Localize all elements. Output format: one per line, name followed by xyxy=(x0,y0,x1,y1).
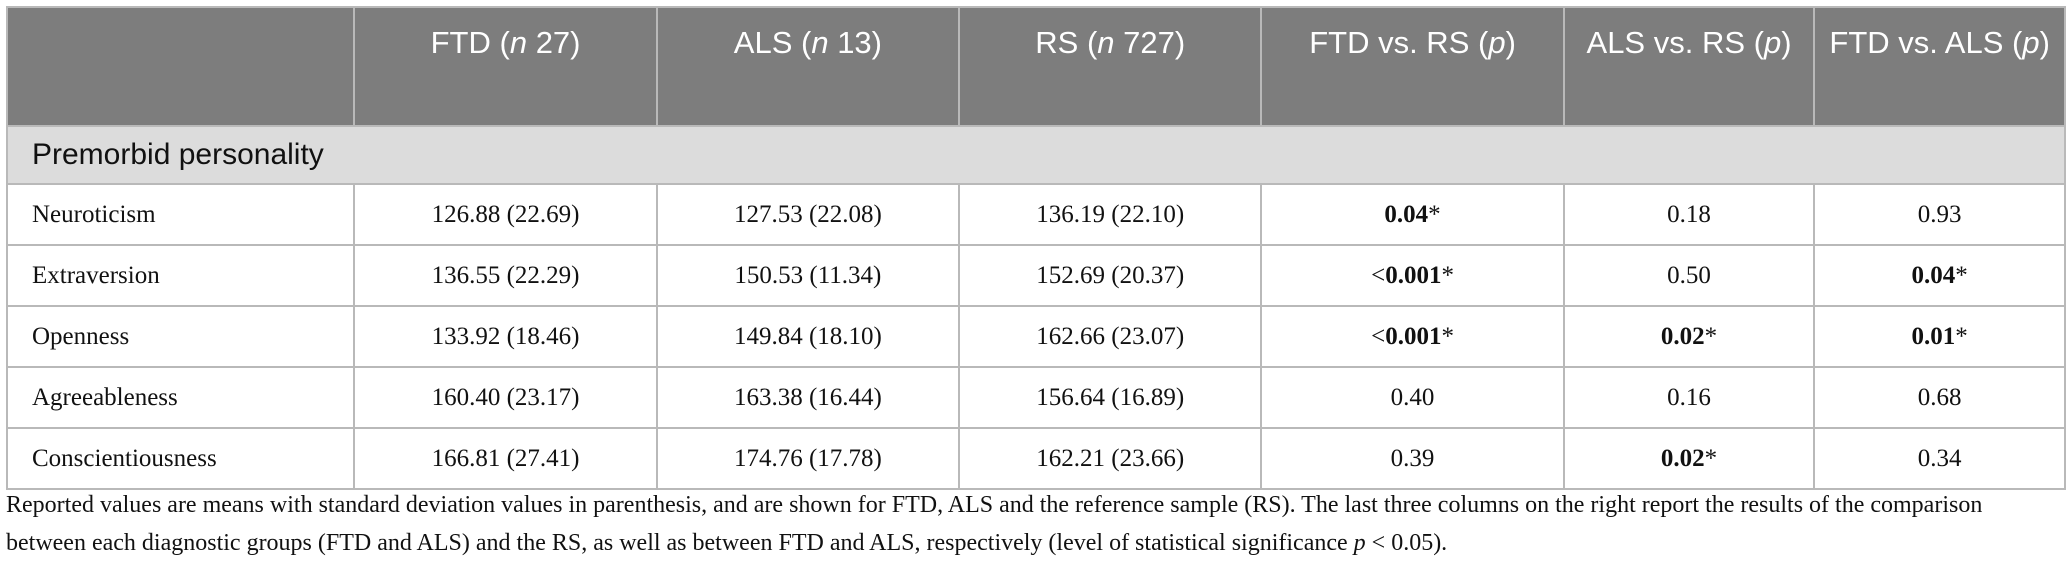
table-row: Agreeableness 160.40 (23.17) 163.38 (16.44… xyxy=(5,366,2066,429)
table-cell: 0.18 xyxy=(1562,183,1816,246)
row-label: Extraversion xyxy=(5,244,356,307)
cell-significant-value: 0.01 xyxy=(1911,322,1956,350)
cell-value: * xyxy=(1441,322,1454,350)
header-row: FTD (n 27) ALS (n 13) RS (n 727) FTD vs.… xyxy=(5,6,2066,127)
cell-value: * xyxy=(1428,200,1441,228)
table-cell: 0.02* xyxy=(1562,305,1816,368)
row-label: Agreeableness xyxy=(5,366,356,429)
table-cell: 0.93 xyxy=(1813,183,2066,246)
cell-value: 136.55 (22.29) xyxy=(431,261,580,289)
header-cell-ftd-vs-rs: FTD vs. RS (p) xyxy=(1260,6,1565,127)
table-row: Extraversion 136.55 (22.29) 150.53 (11.34)… xyxy=(5,244,2066,307)
table-cell: 150.53 (11.34) xyxy=(655,244,961,307)
cell-value: 162.66 (23.07) xyxy=(1036,322,1185,350)
cell-value: * xyxy=(1704,322,1718,350)
table-cell: 127.53 (22.08) xyxy=(655,183,961,246)
cell-value: * xyxy=(1955,322,1968,350)
cell-value: 0.16 xyxy=(1667,383,1711,411)
cell-value: * xyxy=(1955,261,1968,289)
table-cell: 163.38 (16.44) xyxy=(655,366,961,429)
table-cell: 166.81 (27.41) xyxy=(353,427,658,490)
header-cell-als: ALS (n 13) xyxy=(655,6,961,127)
table-cell: 160.40 (23.17) xyxy=(353,366,658,429)
table-cell: 0.34 xyxy=(1813,427,2066,490)
table-cell: 136.19 (22.10) xyxy=(958,183,1263,246)
cell-value: 156.64 (16.89) xyxy=(1036,383,1185,411)
table-body: Premorbid personality Neuroticism 126.88 … xyxy=(5,125,2066,490)
table-cell: 174.76 (17.78) xyxy=(655,427,961,490)
table-cell: 126.88 (22.69) xyxy=(353,183,658,246)
table-cell: 0.01* xyxy=(1813,305,2066,368)
cell-value: 0.40 xyxy=(1390,383,1435,411)
row-label: Openness xyxy=(5,305,356,368)
cell-value: 174.76 (17.78) xyxy=(733,444,882,472)
cell-value: 133.92 (18.46) xyxy=(431,322,580,350)
table-row: Neuroticism 126.88 (22.69) 127.53 (22.08) 1… xyxy=(5,183,2066,246)
table-cell: 149.84 (18.10) xyxy=(655,305,961,368)
table-cell: 0.04* xyxy=(1260,183,1565,246)
table-row: Openness 133.92 (18.46) 149.84 (18.10) 162.… xyxy=(5,305,2066,368)
cell-value: 152.69 (20.37) xyxy=(1036,261,1185,289)
cell-prefix: < xyxy=(1371,261,1386,289)
table-row: Conscientiousness 166.81 (27.41) 174.76 (1… xyxy=(5,427,2066,490)
header-cell-empty xyxy=(5,6,356,127)
cell-significant-value: 0.001 xyxy=(1385,322,1442,350)
cell-significant-value: 0.04 xyxy=(1384,200,1429,228)
cell-significant-value: 0.04 xyxy=(1911,261,1956,289)
header-cell-als-vs-rs: ALS vs. RS (p) xyxy=(1562,6,1816,127)
table-cell: 0.68 xyxy=(1813,366,2066,429)
section-label: Premorbid personality xyxy=(6,125,2066,185)
personality-comparison-table: FTD (n 27) ALS (n 13) RS (n 727) FTD vs.… xyxy=(5,6,2066,490)
cell-value: 126.88 (22.69) xyxy=(431,200,580,228)
table-cell: <0.001* xyxy=(1260,244,1565,307)
cell-value: * xyxy=(1441,261,1454,289)
table-cell: 0.50 xyxy=(1562,244,1816,307)
cell-value: 0.39 xyxy=(1390,444,1435,472)
cell-value: 150.53 (11.34) xyxy=(734,261,882,289)
table-cell: 0.39 xyxy=(1260,427,1565,490)
cell-value: 127.53 (22.08) xyxy=(733,200,882,228)
header-cell-rs: RS (n 727) xyxy=(958,6,1263,127)
table-cell: 136.55 (22.29) xyxy=(353,244,658,307)
table-cell: 0.16 xyxy=(1562,366,1816,429)
table-cell: 162.66 (23.07) xyxy=(958,305,1263,368)
table-cell: 0.04* xyxy=(1813,244,2066,307)
table-cell: 0.40 xyxy=(1260,366,1565,429)
cell-value: * xyxy=(1704,444,1718,472)
cell-value: 166.81 (27.41) xyxy=(431,444,580,472)
table-cell: 0.02* xyxy=(1562,427,1816,490)
cell-significant-value: 0.001 xyxy=(1385,261,1442,289)
table-cell: 156.64 (16.89) xyxy=(958,366,1263,429)
table-cell: 162.21 (23.66) xyxy=(958,427,1263,490)
section-row: Premorbid personality xyxy=(6,125,2066,185)
header-cell-ftd-vs-als: FTD vs. ALS (p) xyxy=(1813,6,2066,127)
table-cell: 152.69 (20.37) xyxy=(958,244,1263,307)
header-cell-ftd: FTD (n 27) xyxy=(353,6,658,127)
cell-prefix: < xyxy=(1371,322,1386,350)
cell-significant-value: 0.02 xyxy=(1660,444,1705,472)
cell-value: 136.19 (22.10) xyxy=(1036,200,1185,228)
cell-value: 162.21 (23.66) xyxy=(1036,444,1185,472)
cell-value: 0.68 xyxy=(1917,383,1962,411)
cell-value: 0.18 xyxy=(1667,200,1711,228)
cell-value: 160.40 (23.17) xyxy=(431,383,580,411)
cell-value: 0.93 xyxy=(1917,200,1962,228)
cell-value: 149.84 (18.10) xyxy=(733,322,882,350)
table-cell: <0.001* xyxy=(1260,305,1565,368)
results-table-container: FTD (n 27) ALS (n 13) RS (n 727) FTD vs.… xyxy=(5,6,2066,490)
cell-value: 0.50 xyxy=(1667,261,1711,289)
row-label: Neuroticism xyxy=(5,183,356,246)
cell-significant-value: 0.02 xyxy=(1660,322,1705,350)
cell-value: 0.34 xyxy=(1917,444,1962,472)
row-label: Conscientiousness xyxy=(5,427,356,490)
table-footnote: Reported values are means with standard … xyxy=(6,492,1983,556)
cell-value: 163.38 (16.44) xyxy=(733,383,882,411)
table-cell: 133.92 (18.46) xyxy=(353,305,658,368)
